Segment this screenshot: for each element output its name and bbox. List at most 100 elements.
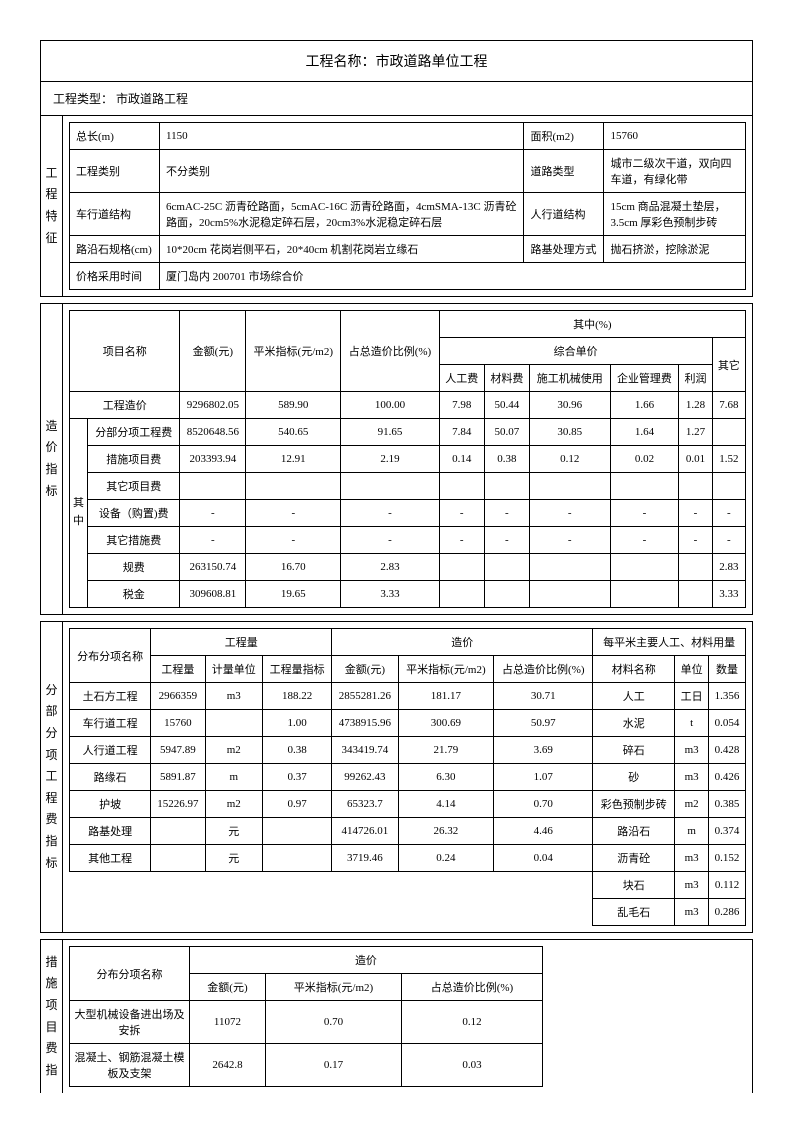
- cell: -: [679, 527, 712, 554]
- cell: -: [610, 527, 679, 554]
- cell: 工程造价: [70, 392, 180, 419]
- col-header: 其它: [712, 338, 745, 392]
- cell: 7.68: [712, 392, 745, 419]
- cell: 税金: [88, 581, 180, 608]
- cell: 0.12: [402, 1001, 543, 1044]
- cell: 路基处理: [70, 818, 151, 845]
- cell: [610, 554, 679, 581]
- col-header: 综合单价: [439, 338, 712, 365]
- cell: t: [675, 710, 709, 737]
- cell: 8520648.56: [180, 419, 246, 446]
- col-header: 金额(元): [332, 656, 398, 683]
- cell: 19.65: [246, 581, 341, 608]
- cell: 50.97: [494, 710, 593, 737]
- cell: 工日: [675, 683, 709, 710]
- cell: 人工: [593, 683, 675, 710]
- col-header: 单位: [675, 656, 709, 683]
- cell: 4738915.96: [332, 710, 398, 737]
- col-header: 造价: [332, 629, 593, 656]
- col-header: 造价: [190, 947, 543, 974]
- section-label: 分部分项工程费指标: [41, 622, 63, 932]
- cell: -: [712, 527, 745, 554]
- cell: 价格采用时间: [70, 263, 160, 290]
- page-title: 工程名称：市政道路单位工程: [40, 40, 753, 81]
- cell: 元: [205, 845, 262, 872]
- col-header: 人工费: [439, 365, 484, 392]
- cell: 2.83: [341, 554, 439, 581]
- cell: 15cm 商品混凝土垫层，3.5cm 厚彩色预制步砖: [604, 193, 746, 236]
- cell: 0.03: [402, 1044, 543, 1087]
- col-header: 利润: [679, 365, 712, 392]
- cell: [529, 581, 610, 608]
- cell: 50.07: [484, 419, 529, 446]
- cell: 0.02: [610, 446, 679, 473]
- cell: 抛石挤淤，挖除淤泥: [604, 236, 746, 263]
- cell: 9296802.05: [180, 392, 246, 419]
- cell: m: [205, 764, 262, 791]
- cell: 0.38: [262, 737, 331, 764]
- cell: 30.85: [529, 419, 610, 446]
- col-header: 数量: [709, 656, 746, 683]
- col-header: 企业管理费: [610, 365, 679, 392]
- col-header: 分布分项名称: [70, 629, 151, 683]
- cell: 乱毛石: [593, 899, 675, 926]
- cell: 2966359: [151, 683, 205, 710]
- cell: m3: [205, 683, 262, 710]
- cell: 181.17: [398, 683, 494, 710]
- cell: [712, 473, 745, 500]
- cell: m3: [675, 845, 709, 872]
- cell: 263150.74: [180, 554, 246, 581]
- cell: 其他工程: [70, 845, 151, 872]
- cell: 路缘石: [70, 764, 151, 791]
- cell: m2: [205, 791, 262, 818]
- cell: 设备（购置)费: [88, 500, 180, 527]
- col-header: 平米指标(元/m2): [246, 311, 341, 392]
- cell: 其它项目费: [88, 473, 180, 500]
- section-cost-index: 造价指标 项目名称 金额(元) 平米指标(元/m2) 占总造价比例(%) 其中(…: [40, 303, 753, 615]
- cell: 砂: [593, 764, 675, 791]
- cell: 人行道工程: [70, 737, 151, 764]
- cell: [439, 554, 484, 581]
- cell: m3: [675, 872, 709, 899]
- cell: m3: [675, 737, 709, 764]
- cell: 11072: [190, 1001, 266, 1044]
- cell: 21.79: [398, 737, 494, 764]
- cell: [610, 581, 679, 608]
- cell: -: [180, 527, 246, 554]
- features-table: 总长(m)1150面积(m2)15760工程类别不分类别道路类型城市二级次干道，…: [69, 122, 746, 290]
- cell: 1.07: [494, 764, 593, 791]
- section-label: 造价指标: [41, 304, 63, 614]
- section-features: 工程特征 总长(m)1150面积(m2)15760工程类别不分类别道路类型城市二…: [40, 116, 753, 297]
- cell: 元: [205, 818, 262, 845]
- cell: 2.19: [341, 446, 439, 473]
- cell: 3719.46: [332, 845, 398, 872]
- col-header: 占总造价比例(%): [402, 974, 543, 1001]
- cell: 1.28: [679, 392, 712, 419]
- cell: 2642.8: [190, 1044, 266, 1087]
- col-header: 平米指标(元/m2): [265, 974, 401, 1001]
- cell: 彩色预制步砖: [593, 791, 675, 818]
- cell: 0.12: [529, 446, 610, 473]
- cell: 不分类别: [160, 150, 524, 193]
- cell: 1.27: [679, 419, 712, 446]
- col-header: 金额(元): [180, 311, 246, 392]
- cell: 0.24: [398, 845, 494, 872]
- section-subitem-cost: 分部分项工程费指标 分布分项名称 工程量 造价 每平米主要人工、材料用量 工程量…: [40, 621, 753, 933]
- cell: -: [341, 500, 439, 527]
- cell: 10*20cm 花岗岩侧平石，20*40cm 机割花岗岩立缘石: [160, 236, 524, 263]
- col-header: 金额(元): [190, 974, 266, 1001]
- col-header: 每平米主要人工、材料用量: [593, 629, 746, 656]
- cell: 0.04: [494, 845, 593, 872]
- cell: 6.30: [398, 764, 494, 791]
- cell: 0.70: [494, 791, 593, 818]
- cell: -: [180, 500, 246, 527]
- cell: 0.37: [262, 764, 331, 791]
- cell: -: [529, 527, 610, 554]
- section-label: 措施项目费指: [41, 940, 63, 1093]
- cell: -: [246, 527, 341, 554]
- cell: 1.52: [712, 446, 745, 473]
- cell: 3.69: [494, 737, 593, 764]
- cell: 188.22: [262, 683, 331, 710]
- cell: 水泥: [593, 710, 675, 737]
- cell: -: [610, 500, 679, 527]
